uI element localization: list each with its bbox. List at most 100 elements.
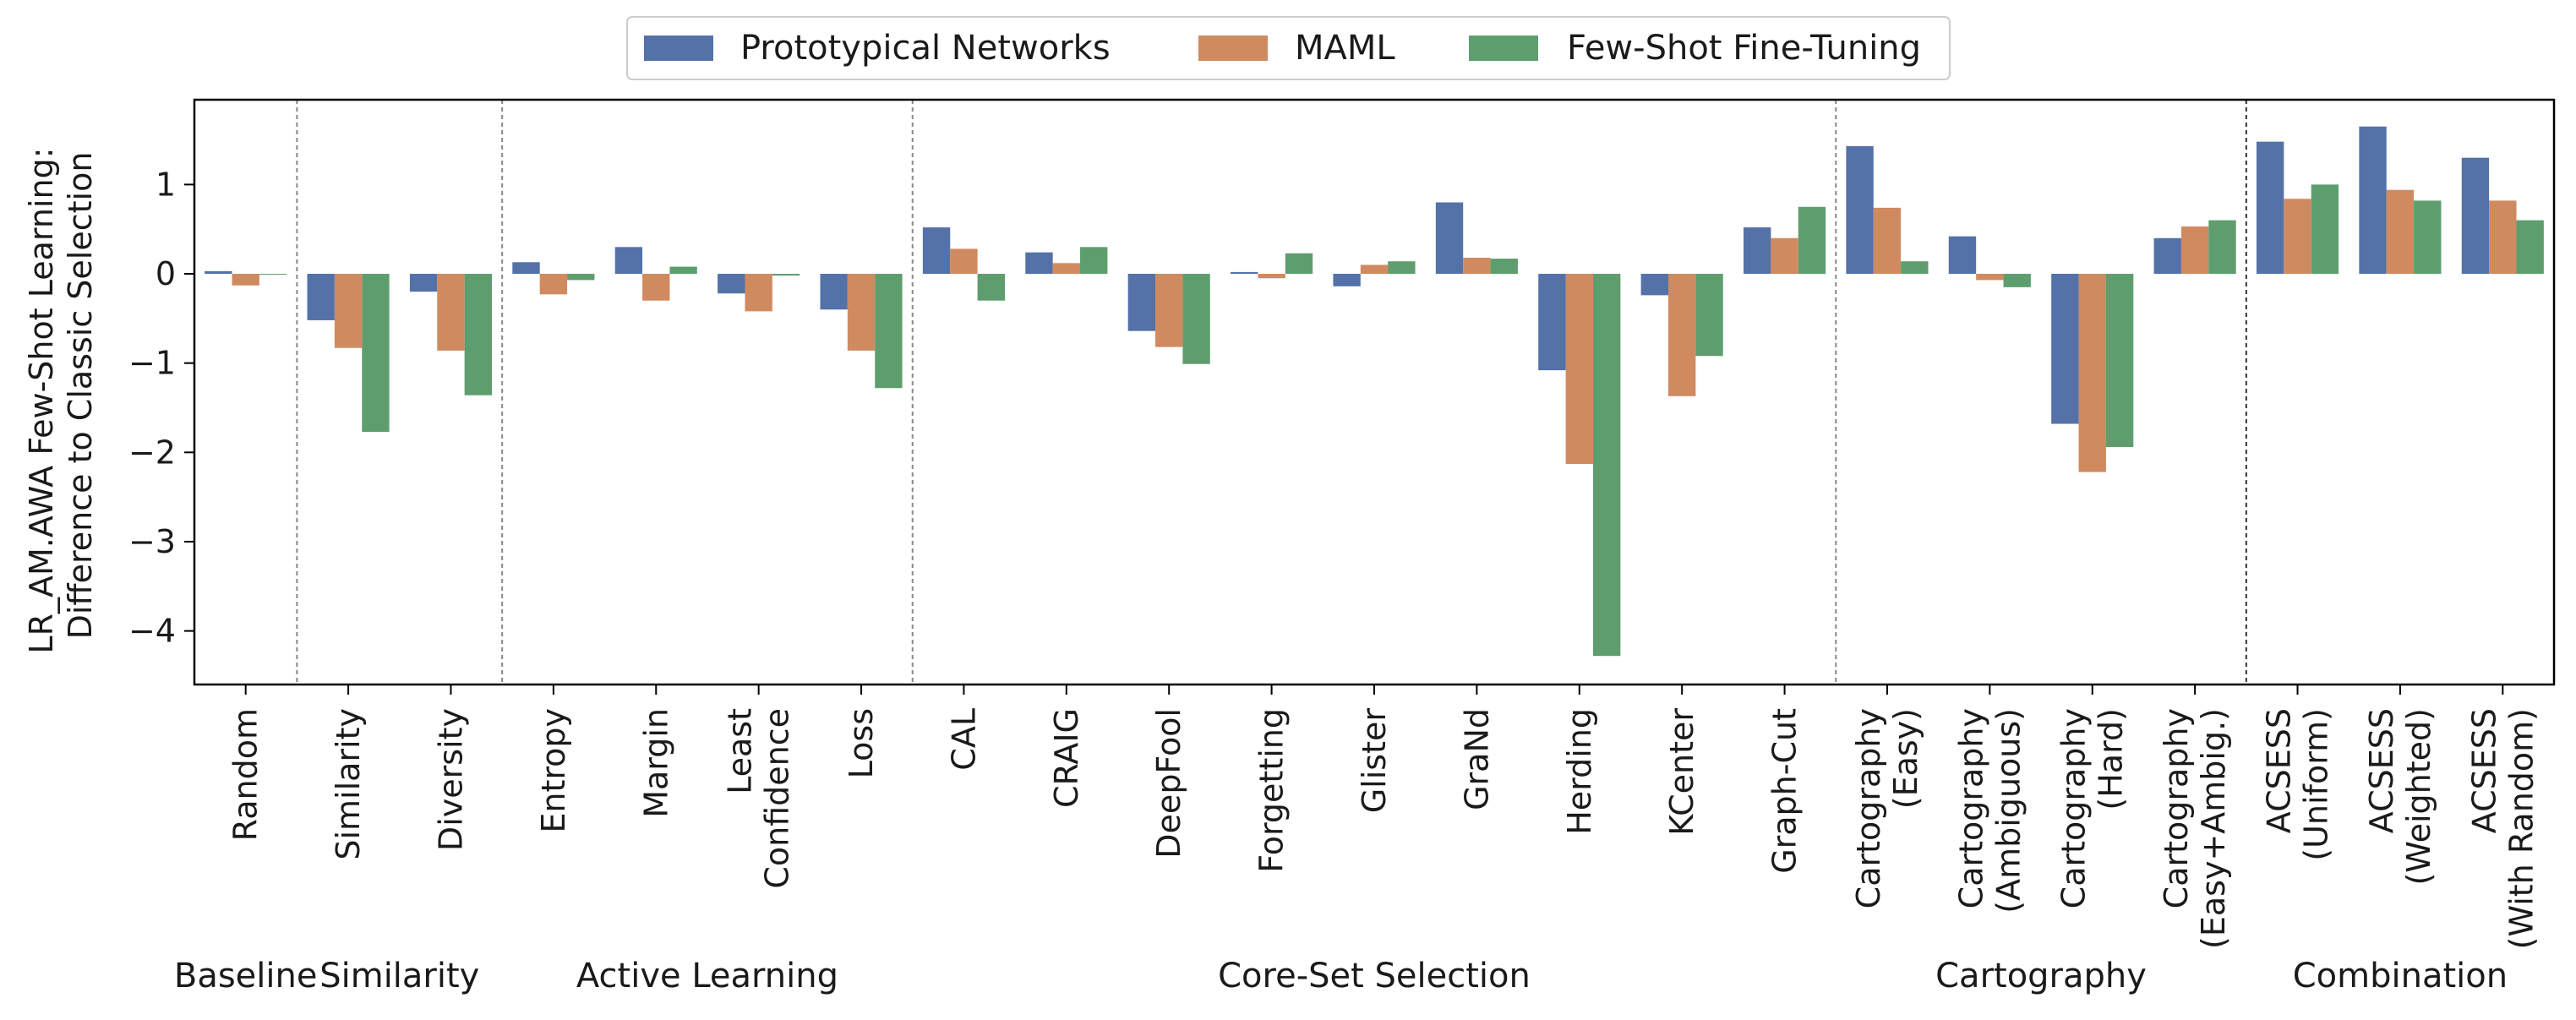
- bar-prototypical-networks-0: [205, 270, 232, 275]
- bar-prototypical-networks-14: [1640, 274, 1668, 296]
- bar-prototypical-networks-20: [2256, 141, 2284, 275]
- bar-few-shot-fine-tuning-11: [1388, 261, 1416, 275]
- bar-few-shot-fine-tuning-16: [1901, 261, 1929, 275]
- bar-few-shot-fine-tuning-0: [259, 274, 287, 275]
- y-tick-label: −3: [128, 523, 176, 560]
- bar-maml-16: [1873, 207, 1902, 275]
- bar-few-shot-fine-tuning-12: [1490, 259, 1518, 275]
- bar-few-shot-fine-tuning-20: [2311, 184, 2339, 275]
- bar-prototypical-networks-10: [1231, 271, 1258, 275]
- x-tick-label: LeastConfidence: [722, 708, 796, 889]
- bar-prototypical-networks-7: [922, 227, 951, 275]
- x-tick-label: Diversity: [432, 708, 469, 851]
- y-axis-label-line-1: LR_AM.AWA Few-Shot Learning:: [23, 148, 60, 654]
- bar-prototypical-networks-1: [307, 274, 335, 320]
- legend-label-maml: MAML: [1295, 29, 1395, 68]
- x-tick-label: ACSESS(Uniform): [2261, 708, 2335, 861]
- bar-maml-1: [334, 274, 363, 348]
- bar-few-shot-fine-tuning-17: [2003, 274, 2031, 287]
- legend-label-prototypical-networks: Prototypical Networks: [740, 29, 1111, 68]
- y-tick-label: −1: [128, 345, 176, 382]
- x-tick-label: DeepFool: [1150, 708, 1187, 859]
- bar-few-shot-fine-tuning-2: [464, 274, 493, 395]
- x-tick-label: Glister: [1356, 708, 1393, 814]
- x-tick-label: Cartography(Ambiguous): [1952, 708, 2027, 914]
- x-tick-label: Herding: [1561, 708, 1598, 835]
- bar-maml-11: [1360, 265, 1389, 275]
- bar-maml-14: [1667, 274, 1696, 396]
- bar-prototypical-networks-22: [2461, 157, 2490, 275]
- bar-maml-20: [2284, 199, 2311, 275]
- y-tick-label: 0: [156, 255, 176, 292]
- bar-maml-18: [2078, 274, 2106, 472]
- bar-maml-13: [1565, 274, 1593, 465]
- group-label-baseline: Baseline: [174, 957, 318, 995]
- y-axis-label: LR_AM.AWA Few-Shot Learning: Difference …: [23, 137, 99, 653]
- x-tick-label: Margin: [637, 708, 674, 818]
- bar-prototypical-networks-2: [409, 274, 438, 292]
- bar-prototypical-networks-13: [1538, 274, 1566, 371]
- legend-swatch-few-shot-fine-tuning: [1469, 35, 1538, 61]
- y-axis-label-line-2: Difference to Classic Selection: [62, 152, 99, 640]
- bar-prototypical-networks-5: [718, 274, 745, 294]
- bar-maml-0: [232, 274, 259, 286]
- x-tick-label: Cartography(Easy+Ambig.): [2158, 708, 2232, 949]
- x-tick-label: Entropy: [535, 708, 572, 833]
- bar-few-shot-fine-tuning-19: [2208, 220, 2236, 275]
- bar-few-shot-fine-tuning-1: [362, 274, 390, 433]
- x-tick-label: CRAIG: [1048, 708, 1085, 808]
- x-tick-label: KCenter: [1663, 708, 1700, 836]
- bar-maml-6: [847, 274, 876, 351]
- bar-maml-22: [2489, 200, 2517, 275]
- bar-few-shot-fine-tuning-9: [1182, 274, 1210, 364]
- bar-few-shot-fine-tuning-6: [875, 274, 903, 389]
- bar-few-shot-fine-tuning-21: [2414, 200, 2442, 275]
- group-label-active-learning: Active Learning: [576, 957, 838, 995]
- bar-prototypical-networks-11: [1333, 274, 1361, 286]
- bar-maml-2: [437, 274, 465, 351]
- x-tick-label: Cartography(Hard): [2055, 708, 2130, 908]
- bar-few-shot-fine-tuning-5: [772, 274, 800, 276]
- bar-maml-19: [2180, 226, 2209, 275]
- legend-label-few-shot-fine-tuning: Few-Shot Fine-Tuning: [1567, 29, 1921, 68]
- group-label-similarity: Similarity: [319, 957, 479, 995]
- bar-prototypical-networks-9: [1127, 274, 1156, 331]
- legend-frame: [626, 16, 1951, 80]
- bar-few-shot-fine-tuning-14: [1695, 274, 1723, 357]
- x-tick-label: Random: [227, 708, 265, 841]
- y-tick-label: −2: [128, 434, 176, 471]
- bar-prototypical-networks-19: [2153, 237, 2181, 275]
- x-tick-label: Cartography(Easy): [1850, 708, 1924, 908]
- bar-maml-3: [539, 274, 568, 295]
- bar-prototypical-networks-12: [1435, 202, 1464, 275]
- legend-swatch-maml: [1198, 35, 1268, 61]
- bar-few-shot-fine-tuning-15: [1798, 206, 1826, 275]
- bar-maml-7: [950, 248, 978, 275]
- bar-maml-12: [1463, 257, 1491, 275]
- group-label-core-set-selection: Core-Set Selection: [1218, 957, 1531, 995]
- bar-maml-10: [1258, 274, 1285, 279]
- bar-maml-21: [2386, 189, 2415, 275]
- bar-few-shot-fine-tuning-22: [2516, 220, 2544, 275]
- y-tick-label: 1: [156, 166, 176, 203]
- bar-maml-17: [1976, 274, 2004, 281]
- axes-frame: [193, 98, 2556, 686]
- bar-few-shot-fine-tuning-13: [1592, 274, 1621, 657]
- legend-swatch-prototypical-networks: [644, 35, 713, 61]
- bar-few-shot-fine-tuning-10: [1285, 253, 1313, 275]
- bar-prototypical-networks-4: [614, 247, 643, 275]
- plot-area: 1 0 −1 −2 −3 −4 Random Similarity Diversity Entro…: [128, 98, 2556, 995]
- group-label-combination: Combination: [2293, 957, 2508, 995]
- x-tick-label: Similarity: [330, 708, 367, 860]
- bar-maml-9: [1155, 274, 1183, 347]
- bar-prototypical-networks-3: [512, 262, 540, 275]
- bar-few-shot-fine-tuning-4: [669, 266, 697, 275]
- bar-prototypical-networks-17: [1948, 236, 1977, 275]
- bar-prototypical-networks-21: [2359, 126, 2387, 275]
- x-tick-label: ACSESS(With Random): [2465, 708, 2540, 949]
- bar-prototypical-networks-18: [2051, 274, 2079, 424]
- bar-prototypical-networks-8: [1025, 252, 1053, 275]
- bar-maml-8: [1052, 263, 1081, 275]
- x-tick-label: GraNd: [1458, 708, 1495, 810]
